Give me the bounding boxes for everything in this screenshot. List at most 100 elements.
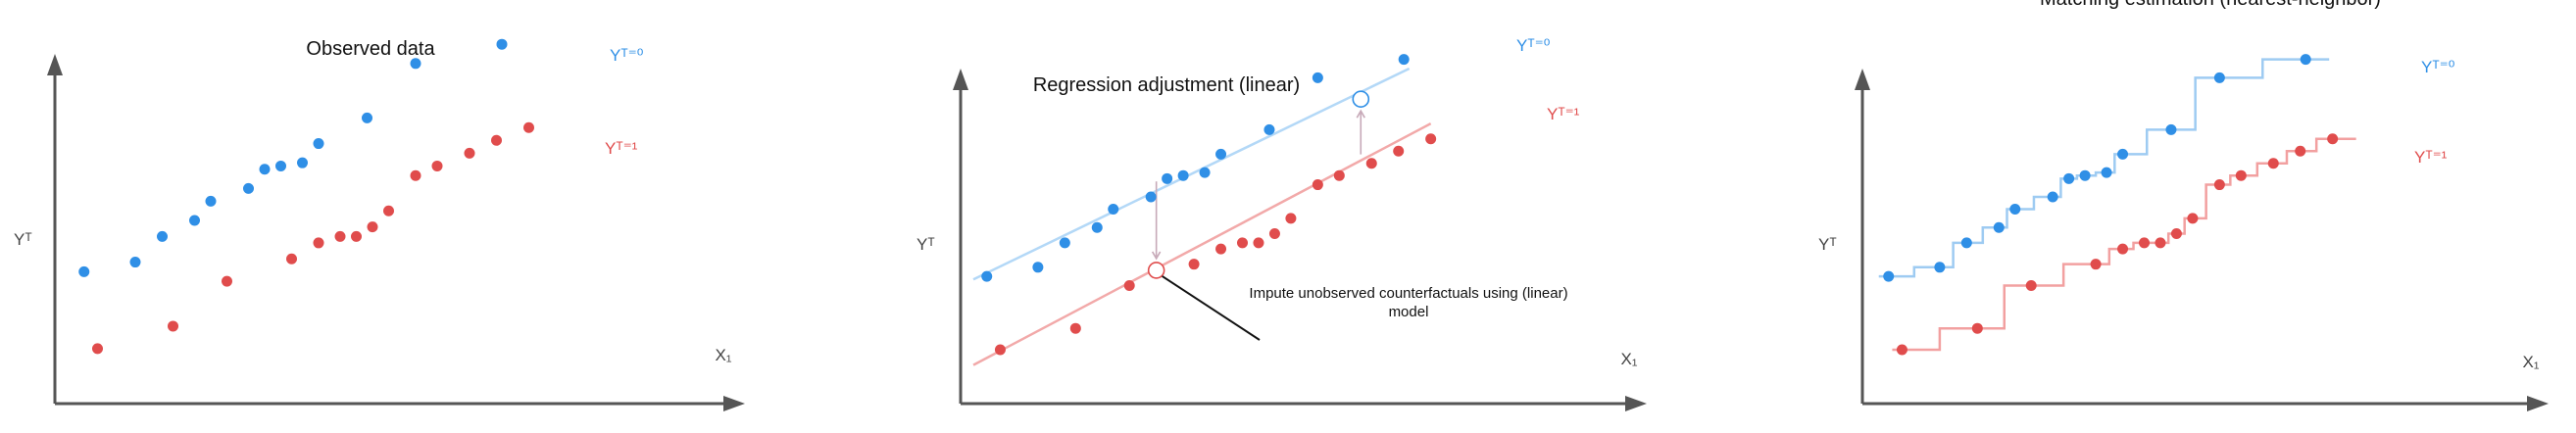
data-point <box>1934 262 1946 273</box>
data-point <box>994 344 1006 356</box>
impute-arrow-head-1 <box>1151 251 1162 261</box>
data-point <box>2025 280 2037 292</box>
data-point <box>297 157 308 168</box>
y-axis-arrow <box>1855 69 1870 90</box>
data-point <box>1312 72 1323 83</box>
y-axis-arrow <box>953 69 968 90</box>
y-axis-arrow <box>47 54 63 75</box>
data-point <box>1333 169 1345 181</box>
data-point <box>259 164 271 175</box>
imputed-point <box>1352 90 1370 108</box>
data-point <box>243 182 254 194</box>
data-point <box>286 253 297 265</box>
data-point <box>362 112 372 123</box>
data-point <box>2117 243 2129 255</box>
data-point <box>78 265 90 277</box>
series-label-1: Yᵀ⁼⁰ <box>610 46 644 65</box>
data-point <box>334 230 346 242</box>
data-point <box>2079 169 2091 181</box>
data-point <box>92 343 103 355</box>
data-point <box>2300 54 2311 66</box>
y-axis-label: Yᵀ <box>916 235 935 254</box>
y-axis-label: Yᵀ <box>1818 235 1837 254</box>
data-point <box>2213 72 2225 83</box>
x-axis-label: X₁ <box>715 346 731 364</box>
data-point <box>2090 259 2102 270</box>
data-point <box>2327 133 2339 145</box>
chart-panel-3: Matching estimation (nearest-neighbor) X₁… <box>1818 0 2549 411</box>
data-point <box>1108 204 1119 216</box>
data-point <box>2267 158 2279 169</box>
data-point <box>410 169 421 181</box>
x-axis-arrow <box>1625 396 1647 411</box>
data-point <box>1268 227 1280 239</box>
data-point <box>275 160 286 171</box>
data-point <box>410 58 421 70</box>
data-point <box>351 230 362 242</box>
data-point <box>313 237 324 249</box>
data-point <box>2165 123 2177 135</box>
data-point <box>1091 221 1103 233</box>
data-point <box>2101 167 2112 178</box>
data-point <box>2170 227 2182 239</box>
x-axis-arrow <box>723 396 745 411</box>
data-point <box>1177 169 1189 181</box>
data-point <box>1883 270 1895 282</box>
x-axis-arrow <box>2527 396 2549 411</box>
data-point <box>1253 237 1264 249</box>
data-point <box>1215 243 1227 255</box>
series-label-2: Yᵀ⁼¹ <box>605 139 638 158</box>
data-point <box>2295 145 2306 157</box>
data-point <box>1199 167 1211 178</box>
data-point <box>2047 191 2058 203</box>
data-point <box>1145 191 1157 203</box>
chart-title: Matching estimation (nearest-neighbor) <box>2040 0 2381 10</box>
data-point <box>1285 213 1297 224</box>
data-point <box>1365 158 1377 169</box>
data-point <box>222 275 232 287</box>
data-point <box>2063 172 2075 184</box>
series-label-2: Yᵀ⁼¹ <box>1547 105 1580 123</box>
series-label-2: Yᵀ⁼¹ <box>2414 148 2448 167</box>
data-point <box>2235 169 2247 181</box>
data-point <box>1960 237 1972 249</box>
data-point <box>2139 237 2150 249</box>
data-point <box>1032 262 1044 273</box>
data-point <box>2187 213 2199 224</box>
data-point <box>1425 133 1437 145</box>
regression-line-1 <box>972 67 1411 281</box>
y-axis-label: Yᵀ <box>14 230 32 249</box>
data-point <box>1123 280 1135 292</box>
data-point <box>1237 237 1248 249</box>
chart-title: Observed data <box>306 38 435 60</box>
data-point <box>2117 148 2129 160</box>
data-point <box>1059 237 1070 249</box>
annotation-pointer <box>1162 275 1261 341</box>
impute-arrow-head-2 <box>1356 109 1365 119</box>
data-point <box>464 147 475 159</box>
data-point <box>1398 54 1410 66</box>
annotation-text: Impute unobserved counterfactuals using … <box>1249 285 1567 320</box>
data-point <box>189 215 200 226</box>
data-point <box>1188 259 1200 270</box>
data-point <box>313 138 324 150</box>
x-axis-label: X₁ <box>1620 350 1637 368</box>
data-point <box>1896 344 1907 356</box>
imputed-point <box>1147 262 1165 279</box>
data-point <box>157 230 168 242</box>
data-point <box>1069 322 1081 334</box>
data-point <box>1971 322 1983 334</box>
data-point <box>1393 145 1405 157</box>
data-point <box>1162 172 1173 184</box>
data-point <box>168 320 178 332</box>
data-point <box>1993 221 2005 233</box>
series-label-1: Yᵀ⁼⁰ <box>2421 58 2455 76</box>
data-point <box>129 257 141 268</box>
data-point <box>205 195 217 207</box>
data-point <box>2009 204 2021 216</box>
data-point <box>2155 237 2166 249</box>
series-label-1: Yᵀ⁼⁰ <box>1516 36 1551 55</box>
data-point <box>496 38 508 50</box>
annotation-line: Impute unobserved counterfactuals using … <box>1249 285 1567 302</box>
